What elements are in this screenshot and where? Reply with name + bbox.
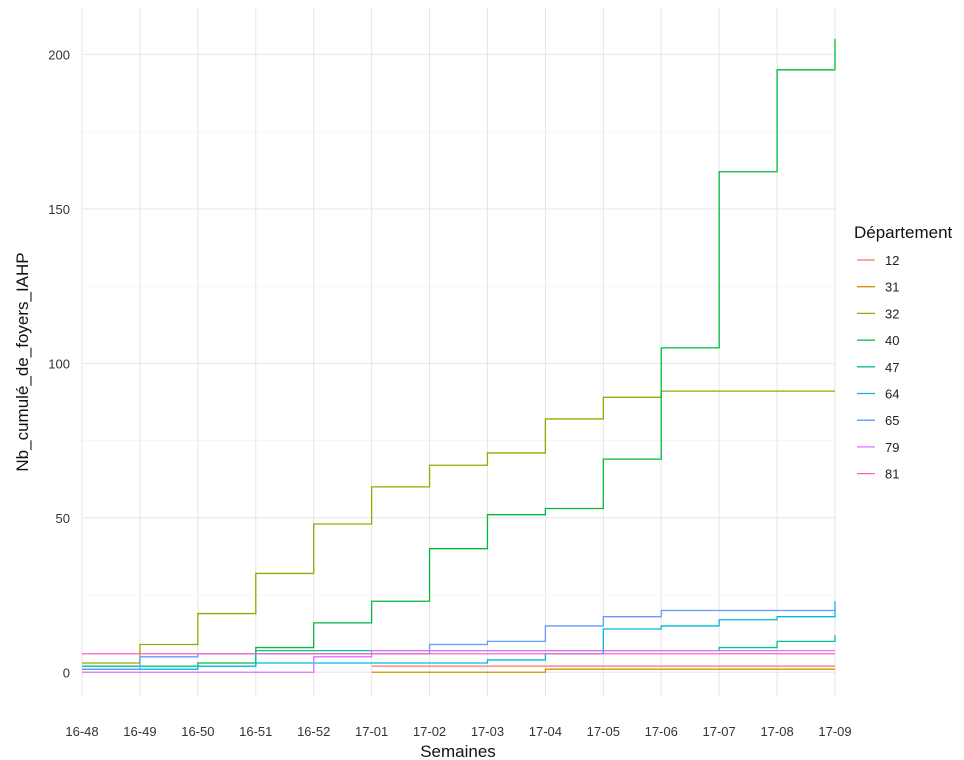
- series-line-64: [82, 601, 836, 670]
- x-tick-label: 16-52: [297, 724, 330, 739]
- legend-item-40: 40: [857, 333, 899, 348]
- series-layer: [82, 38, 836, 673]
- x-tick-label: 17-03: [471, 724, 504, 739]
- x-tick-label: 17-02: [413, 724, 446, 739]
- x-tick-label: 17-08: [760, 724, 793, 739]
- y-tick-label: 150: [48, 202, 70, 217]
- x-tick-label: 16-50: [181, 724, 214, 739]
- legend-label: 31: [885, 280, 899, 295]
- x-tick-label: 17-05: [587, 724, 620, 739]
- series-line-40: [82, 38, 836, 667]
- legend-item-47: 47: [857, 360, 899, 375]
- y-axis-title: Nb_cumulé_de_foyers_IAHP: [13, 252, 32, 471]
- legend-item-65: 65: [857, 413, 899, 428]
- legend-label: 64: [885, 387, 899, 402]
- y-axis: 0 50 100 150 200: [48, 47, 70, 680]
- y-tick-label: 100: [48, 356, 70, 371]
- legend-label: 81: [885, 467, 899, 482]
- y-tick-label: 200: [48, 47, 70, 62]
- legend: Département 12 31 32 40 47 64 65 79 81: [854, 223, 953, 482]
- legend-item-79: 79: [857, 440, 899, 455]
- x-axis-title: Semaines: [420, 742, 496, 760]
- legend-item-12: 12: [857, 253, 899, 268]
- x-tick-label: 17-07: [703, 724, 736, 739]
- legend-label: 40: [885, 333, 899, 348]
- legend-item-31: 31: [857, 280, 899, 295]
- x-tick-label: 16-49: [123, 724, 156, 739]
- y-tick-label: 0: [63, 665, 70, 680]
- legend-label: 79: [885, 440, 899, 455]
- x-tick-label: 17-09: [818, 724, 851, 739]
- x-tick-label: 17-04: [529, 724, 562, 739]
- legend-items: 12 31 32 40 47 64 65 79 81: [857, 253, 899, 482]
- x-tick-label: 16-48: [65, 724, 98, 739]
- series-line-79: [82, 650, 835, 673]
- series-line-31: [371, 668, 835, 673]
- legend-item-81: 81: [857, 467, 899, 482]
- legend-label: 32: [885, 306, 899, 321]
- series-line-65: [82, 609, 835, 670]
- legend-item-32: 32: [857, 306, 899, 321]
- series-line-32: [82, 390, 835, 664]
- legend-item-64: 64: [857, 387, 899, 402]
- legend-label: 65: [885, 413, 899, 428]
- grid: [81, 8, 836, 697]
- y-tick-label: 50: [56, 511, 70, 526]
- legend-title: Département: [854, 223, 953, 242]
- x-tick-label: 17-01: [355, 724, 388, 739]
- legend-label: 12: [885, 253, 899, 268]
- x-axis: 16-48 16-49 16-50 16-51 16-52 17-01 17-02 17-03…: [65, 724, 851, 739]
- legend-label: 47: [885, 360, 899, 375]
- x-tick-label: 17-06: [645, 724, 678, 739]
- x-tick-label: 16-51: [239, 724, 272, 739]
